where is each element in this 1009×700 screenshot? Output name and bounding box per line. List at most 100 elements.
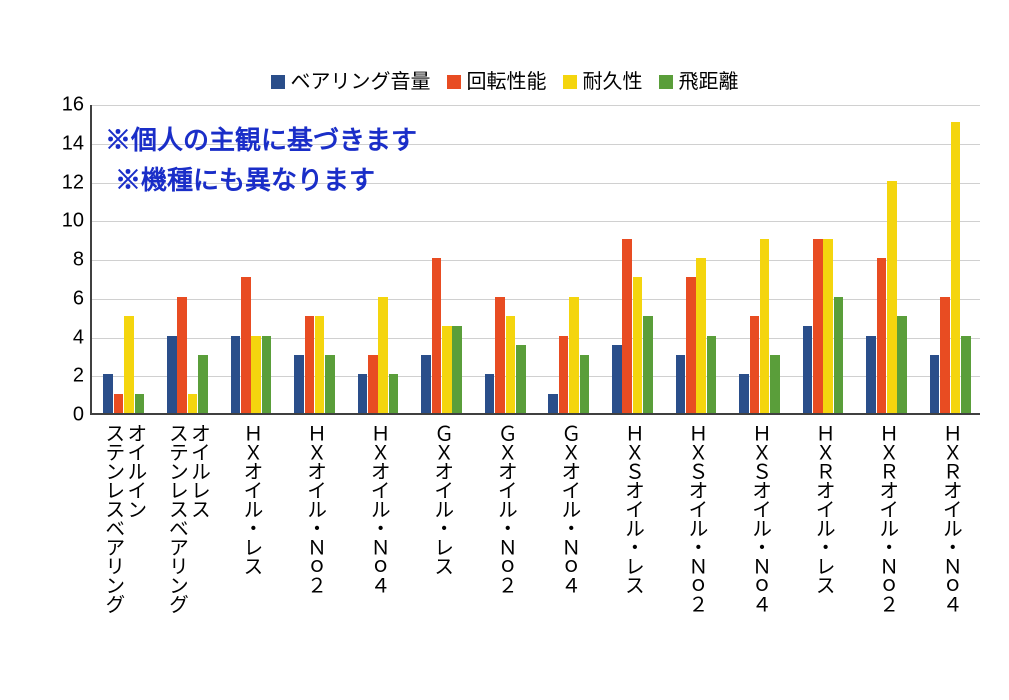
bar — [305, 316, 315, 413]
x-tick-label: オイルレスステンレスベアリング — [165, 423, 209, 613]
bar-group: ＨＸＲオイル・Ｎｏ２ — [855, 105, 919, 413]
y-tick-label: 0 — [73, 404, 84, 427]
bar-group: ＨＸＳオイル・Ｎｏ２ — [664, 105, 728, 413]
x-tick-label: ＨＸオイル・Ｎｏ４ — [367, 423, 389, 594]
bar — [750, 316, 760, 413]
bar — [251, 336, 261, 414]
x-tick-label: ＧＸオイル・Ｎｏ４ — [558, 423, 580, 594]
bar — [198, 355, 208, 413]
y-tick-label: 16 — [62, 94, 84, 117]
bar — [368, 355, 378, 413]
y-tick-label: 4 — [73, 326, 84, 349]
bar — [389, 374, 399, 413]
bar — [124, 316, 134, 413]
bar — [231, 336, 241, 414]
bar — [569, 297, 579, 413]
bar — [103, 374, 113, 413]
x-tick-label: ＨＸオイル・Ｎｏ２ — [303, 423, 325, 594]
bar — [421, 355, 431, 413]
legend-item: ベアリング音量 — [271, 65, 431, 94]
bar — [961, 336, 971, 414]
legend-swatch — [659, 75, 673, 89]
bearing-comparison-chart: ベアリング音量 回転性能 耐久性 飛距離 0 2 4 6 8 10 12 14 16 オイルインステンレ… — [0, 0, 1009, 700]
bar — [612, 345, 622, 413]
legend-item: 飛距離 — [659, 65, 739, 94]
bar — [834, 297, 844, 413]
bar — [506, 316, 516, 413]
bar-group: ＨＸＳオイル・レス — [601, 105, 665, 413]
legend-swatch — [447, 75, 461, 89]
x-tick-label: ＧＸオイル・レス — [431, 423, 453, 575]
bar — [167, 336, 177, 414]
bar — [495, 297, 505, 413]
x-tick-label: オイルインステンレスベアリング — [102, 423, 146, 613]
bar — [676, 355, 686, 413]
legend-item: 耐久性 — [563, 65, 643, 94]
bar — [696, 258, 706, 413]
bar-group: ＨＸＳオイル・Ｎｏ４ — [728, 105, 792, 413]
bar — [803, 326, 813, 413]
bar — [241, 277, 251, 413]
legend: ベアリング音量 回転性能 耐久性 飛距離 — [0, 65, 1009, 94]
bar — [432, 258, 442, 413]
x-tick-label: ＨＸＳオイル・Ｎｏ４ — [748, 423, 770, 613]
annotation-text: ※個人の主観に基づきます — [105, 120, 417, 157]
bar-group: ＨＸＲオイル・Ｎｏ４ — [918, 105, 982, 413]
bar — [622, 239, 632, 413]
bar — [315, 316, 325, 413]
y-tick-label: 2 — [73, 365, 84, 388]
x-tick-label: ＨＸＳオイル・レス — [621, 423, 643, 594]
bar — [951, 122, 961, 413]
bar — [452, 326, 462, 413]
bar — [940, 297, 950, 413]
x-tick-label: ＨＸＲオイル・レス — [812, 423, 834, 594]
bar — [177, 297, 187, 413]
legend-label: ベアリング音量 — [291, 71, 431, 93]
legend-swatch — [271, 75, 285, 89]
bar — [707, 336, 717, 414]
bar — [548, 394, 558, 413]
bar — [485, 374, 495, 413]
bar — [760, 239, 770, 413]
bar-group: ＧＸオイル・Ｎｏ４ — [537, 105, 601, 413]
legend-label: 耐久性 — [583, 71, 643, 93]
bar — [325, 355, 335, 413]
bar — [633, 277, 643, 413]
legend-item: 回転性能 — [447, 65, 547, 94]
x-tick-label: ＨＸオイル・レス — [240, 423, 262, 575]
bar — [823, 239, 833, 413]
bar-group: ＧＸオイル・Ｎｏ２ — [473, 105, 537, 413]
bar — [739, 374, 749, 413]
bar-group: ＧＸオイル・レス — [410, 105, 474, 413]
y-tick-label: 10 — [62, 210, 84, 233]
legend-label: 回転性能 — [467, 71, 547, 93]
bar — [643, 316, 653, 413]
bar — [262, 336, 272, 414]
bar — [135, 394, 145, 413]
y-tick-label: 14 — [62, 132, 84, 155]
y-tick-label: 12 — [62, 171, 84, 194]
bar-group: ＨＸＲオイル・レス — [791, 105, 855, 413]
bar — [686, 277, 696, 413]
bar — [813, 239, 823, 413]
legend-label: 飛距離 — [679, 71, 739, 93]
bar — [516, 345, 526, 413]
x-tick-label: ＨＸＲオイル・Ｎｏ２ — [876, 423, 898, 613]
annotation-text: ※機種にも異なります — [115, 160, 375, 197]
bar — [770, 355, 780, 413]
bar — [897, 316, 907, 413]
bar — [378, 297, 388, 413]
bar — [358, 374, 368, 413]
bar — [559, 336, 569, 414]
y-tick-label: 8 — [73, 249, 84, 272]
x-tick-label: ＧＸオイル・Ｎｏ２ — [494, 423, 516, 594]
bar — [294, 355, 304, 413]
bar — [930, 355, 940, 413]
x-tick-label: ＨＸＳオイル・Ｎｏ２ — [685, 423, 707, 613]
y-tick-label: 6 — [73, 287, 84, 310]
x-tick-label: ＨＸＲオイル・Ｎｏ４ — [939, 423, 961, 613]
bar — [188, 394, 198, 413]
bar — [442, 326, 452, 413]
bar — [877, 258, 887, 413]
legend-swatch — [563, 75, 577, 89]
